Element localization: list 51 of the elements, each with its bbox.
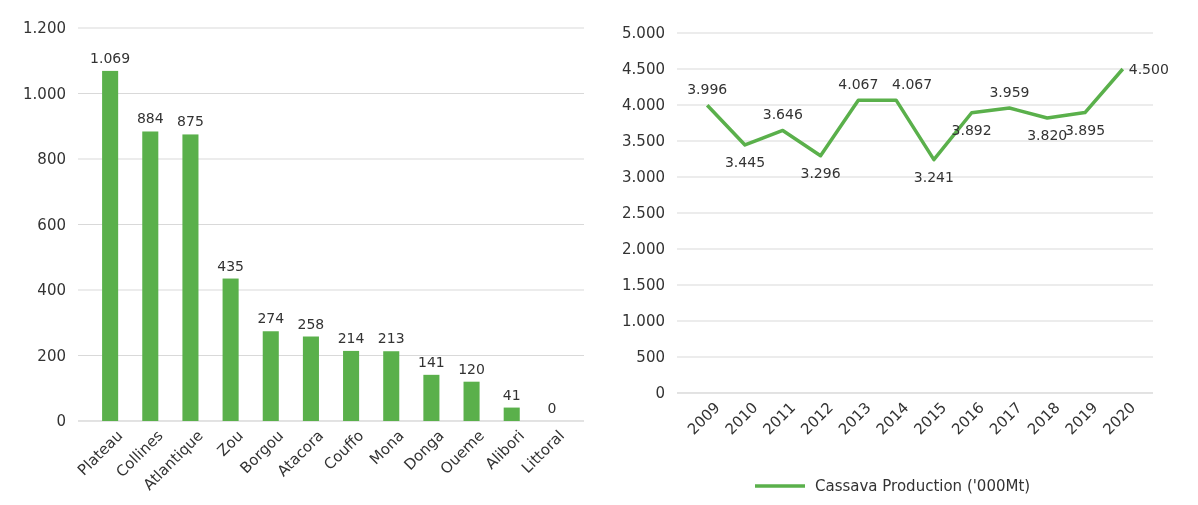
bar (463, 381, 480, 421)
data-label: 435 (217, 257, 244, 274)
bar (383, 351, 400, 421)
data-label: 0 (547, 400, 557, 416)
bar (182, 134, 199, 421)
data-label: 258 (297, 315, 325, 332)
data-label: 884 (136, 110, 164, 127)
y-tick-label: 2.500 (622, 204, 665, 223)
bar (343, 350, 360, 421)
data-label: 3.296 (800, 164, 841, 181)
bar (142, 131, 159, 421)
data-label: 3.996 (687, 81, 728, 98)
y-tick-label: 500 (636, 348, 665, 367)
data-label: 41 (502, 386, 521, 403)
data-label: 214 (337, 329, 365, 346)
y-tick-label: 2.000 (622, 240, 665, 259)
y-tick-label: 1.200 (23, 19, 66, 38)
bar (222, 278, 239, 421)
data-label: 3.646 (762, 106, 803, 123)
y-tick-label: 400 (37, 281, 66, 300)
y-tick-label: 4.500 (622, 60, 665, 79)
data-label: 213 (377, 330, 405, 347)
y-tick-label: 3.500 (622, 132, 665, 151)
y-tick-label: 200 (37, 346, 66, 365)
data-label: 1.069 (90, 49, 131, 66)
data-label: 3.445 (724, 153, 766, 170)
y-tick-label: 0 (655, 384, 665, 403)
data-label: 875 (177, 113, 204, 130)
data-label: 4.500 (1128, 61, 1169, 77)
data-label: 274 (257, 310, 285, 327)
data-label: 120 (458, 360, 485, 377)
data-label: 4.067 (892, 76, 933, 93)
y-tick-label: 1.000 (23, 84, 66, 103)
y-tick-label: 0 (56, 412, 66, 431)
data-label: 141 (418, 353, 445, 370)
y-tick-label: 800 (37, 150, 66, 169)
data-label: 3.241 (913, 168, 954, 185)
bar (102, 70, 119, 421)
bar (423, 374, 440, 421)
y-tick-label: 1.500 (622, 276, 665, 295)
y-tick-label: 4.000 (622, 96, 665, 115)
legend-label: Cassava Production ('000Mt) (815, 477, 1031, 495)
data-label: 4.067 (838, 76, 879, 93)
y-tick-label: 600 (37, 215, 66, 234)
y-tick-label: 5.000 (622, 24, 665, 43)
data-label: 3.959 (989, 83, 1030, 100)
y-tick-label: 3.000 (622, 168, 665, 187)
bar (302, 336, 319, 421)
bar (503, 407, 520, 421)
y-tick-label: 1.000 (622, 312, 665, 331)
bar (262, 331, 279, 421)
